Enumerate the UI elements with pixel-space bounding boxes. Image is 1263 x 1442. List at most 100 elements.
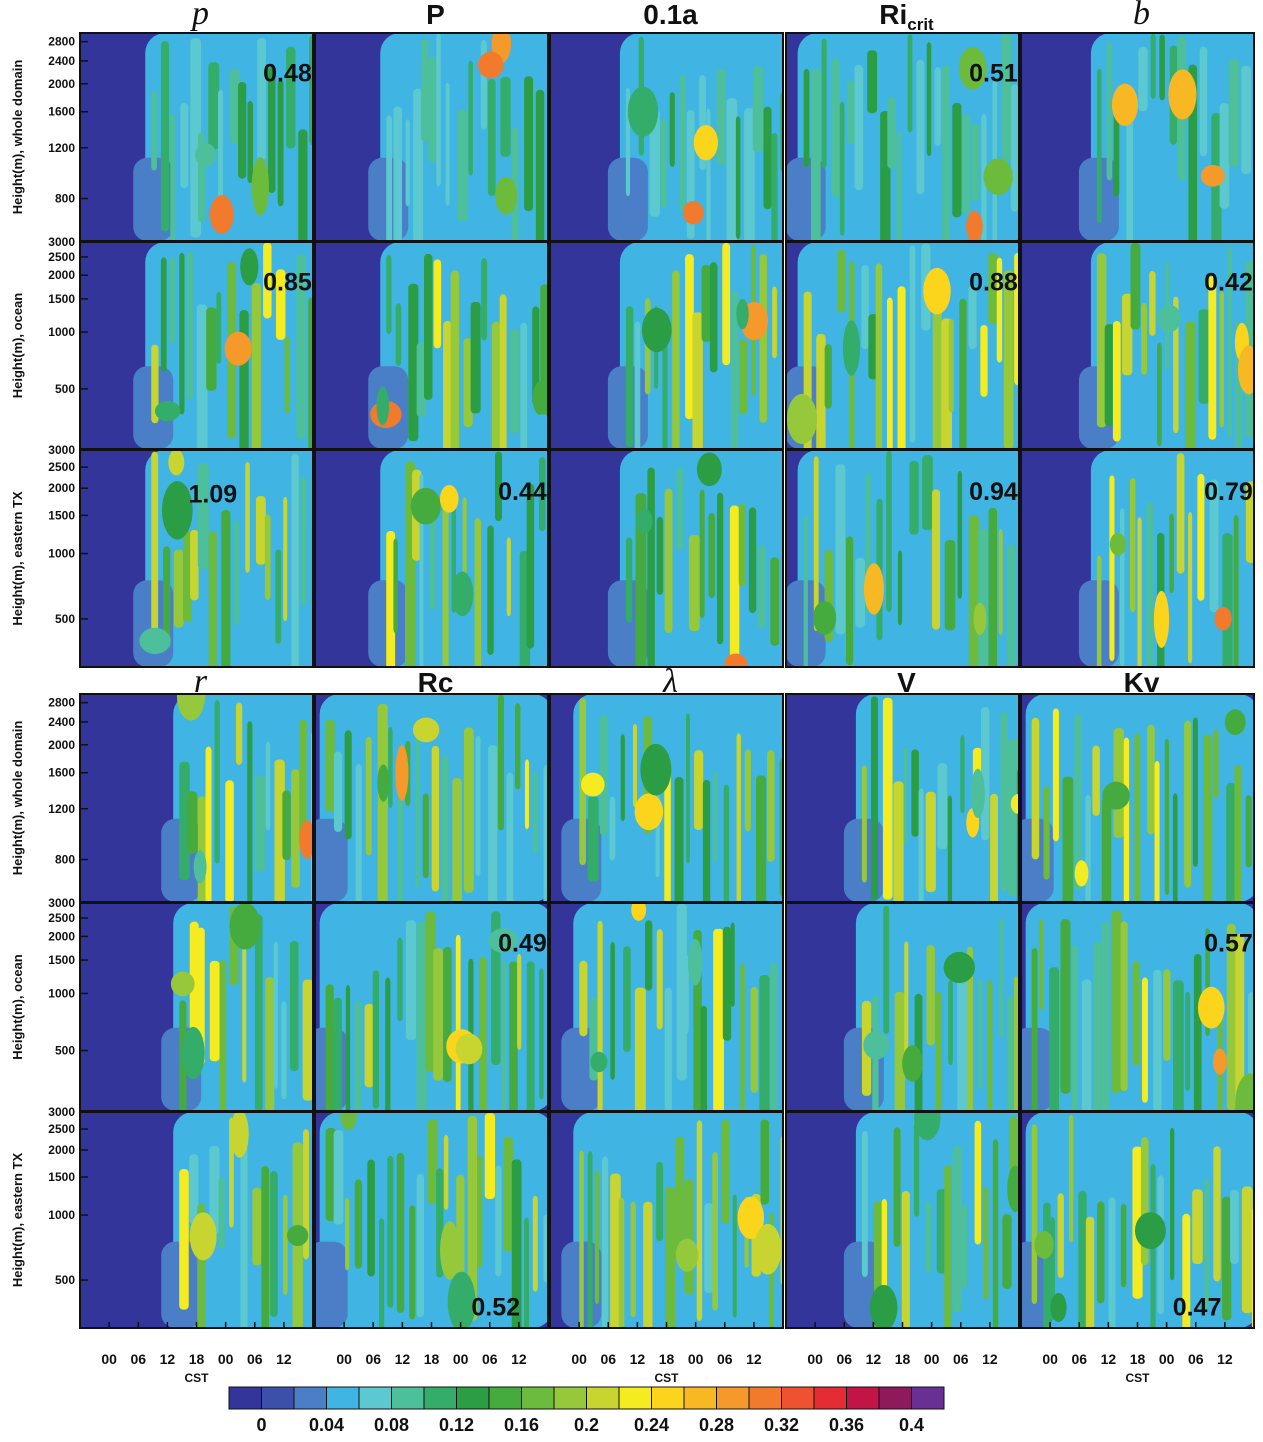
contour-fill [1106,42,1113,181]
contour-fill [151,91,157,171]
colorbar-label: 0.16 [504,1415,539,1435]
contour-fill [699,489,705,619]
contour-fill [261,1166,270,1328]
contour-fill [688,938,703,986]
contour-fill [540,284,548,415]
contour-fill [656,516,664,595]
contour-fill [388,726,393,808]
colorbar-box [618,1386,652,1410]
y-tick-label: 800 [55,192,75,206]
contour-fill [932,489,941,630]
contour-fill [524,759,529,830]
contour-fill [1000,712,1008,892]
contour-fill [497,694,505,831]
contour-fill [980,324,988,397]
contour-fill [393,538,398,634]
contour-fill [532,306,540,406]
contour-fill [1060,919,1071,1094]
max-annotation: 0.47 [1173,1293,1222,1321]
contour-fill [1120,508,1125,667]
contour-fill [883,905,890,1034]
y-tick-label: 2000 [48,738,75,752]
contour-fill [161,481,193,540]
contour-fill [367,1159,375,1277]
contour-fill [238,81,247,179]
y-tick-label: 1500 [48,953,75,967]
contour-fill [1001,33,1012,162]
contour-fill [716,492,724,645]
contour-fill [503,1136,513,1252]
x-tick-label: 12 [276,1351,292,1367]
contour-fill [966,210,983,241]
contour-fill [487,78,496,197]
colorbar-label: 0.04 [309,1415,344,1435]
panel [315,903,548,1111]
contour-fill [1007,739,1019,897]
panel [315,242,548,449]
colorbar-label: 0.2 [574,1415,599,1435]
contour-fill [887,97,896,169]
x-tick-label: 06 [365,1351,381,1367]
contour-fill [1010,793,1019,814]
contour-fill [424,253,433,400]
contour-fill [913,1122,920,1217]
contour-fill [914,1112,941,1141]
y-tick-label: 500 [55,1044,75,1058]
contour-fill [408,283,419,442]
contour-fill [315,1241,348,1328]
panel [786,33,1019,241]
colorbar-box [911,1386,945,1410]
contour-fill [926,42,932,157]
title-text: Kv [1124,667,1160,698]
contour-fill [415,721,420,888]
y-tick-label: 2000 [48,77,75,91]
contour-fill [1198,309,1210,404]
contour-fill [625,306,634,448]
contour-fill [303,1129,309,1260]
colorbar-box [651,1386,685,1410]
contour-fill [173,549,184,628]
contour-fill [501,960,507,1111]
panel [1021,33,1254,241]
x-tick-label: 18 [1130,1351,1146,1367]
colorbar-box [456,1386,490,1410]
x-tick-label: 06 [1188,1351,1204,1367]
contour-fill [255,496,266,565]
y-tick-label: 2800 [48,696,75,710]
contour-fill [532,1195,538,1292]
contour-fill [230,1112,249,1158]
contour-fill [475,735,481,877]
contour-fill [1226,923,1236,1111]
contour-fill [325,1127,336,1222]
contour-fill [354,1179,363,1269]
panel [1021,1112,1254,1328]
contour-fill [1137,517,1142,667]
contour-fill [1234,764,1242,902]
contour-fill [1241,1186,1253,1314]
y-tick-label: 1500 [48,1170,75,1184]
contour-fill [685,254,694,420]
contour-fill [861,765,867,883]
contour-fill [1212,1048,1227,1075]
contour-fill [736,733,741,902]
contour-fill [1043,786,1050,880]
contour-fill [837,249,846,313]
y-tick-label: 3000 [48,1105,75,1119]
contour-fill [190,529,199,601]
contour-fill [1132,961,1141,1066]
contour-fill [998,918,1004,1038]
contour-fill [274,759,285,902]
contour-fill [151,451,159,635]
contour-fill [1172,793,1178,902]
contour-fill [1192,717,1198,867]
contour-fill [422,793,429,879]
contour-fill [855,557,866,628]
colorbar-box [358,1386,392,1410]
contour-fill [532,772,539,854]
x-tick-label: 06 [836,1351,852,1367]
contour-fill [634,321,641,449]
contour-fill [1141,302,1148,375]
contour-fill [1074,860,1089,887]
contour-fill [477,51,504,79]
colorbar-box [813,1386,847,1410]
